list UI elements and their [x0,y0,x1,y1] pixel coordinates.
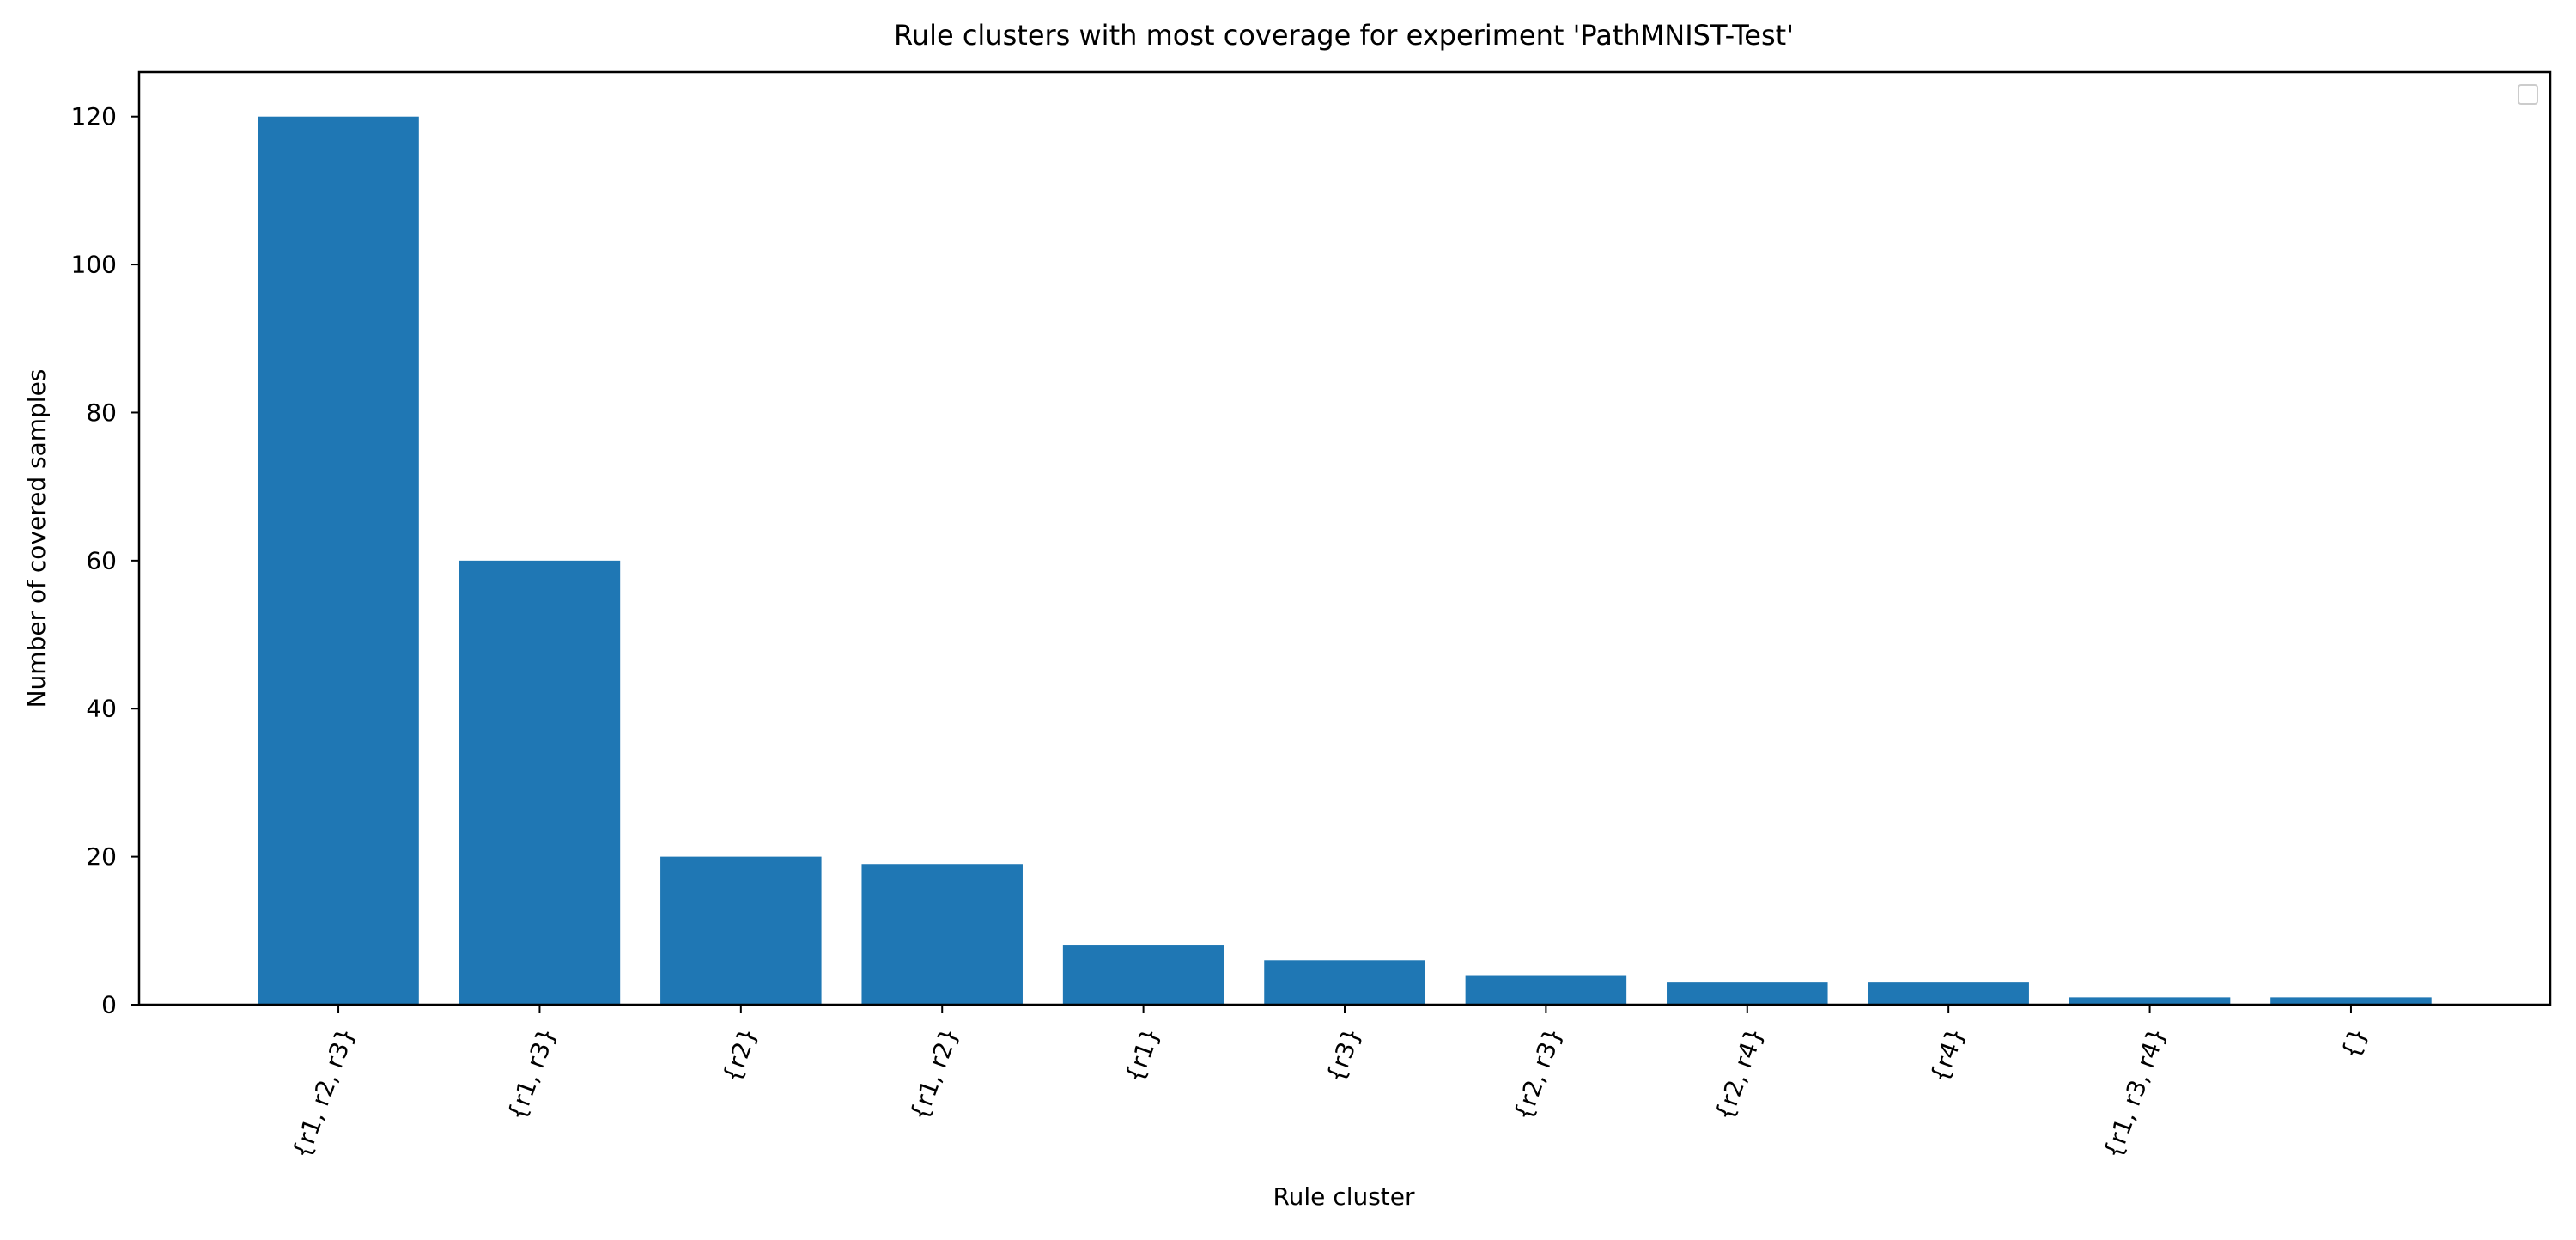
legend-box [2518,84,2538,105]
bar [459,560,621,1005]
bar [1264,960,1425,1005]
bar [258,116,419,1006]
y-tick-label: 20 [86,842,117,871]
bar [1868,982,2029,1005]
plot-frame [137,70,2552,1006]
y-tick-label: 80 [86,398,117,427]
bar [1465,975,1627,1005]
y-tick-label: 0 [101,991,117,1019]
bars-layer [258,116,2432,1006]
bar [660,856,822,1005]
y-axis-label: Number of covered samples [22,369,51,708]
y-tick-label: 120 [71,102,117,131]
y-tick-label: 60 [86,546,117,574]
y-tick-label: 40 [86,695,117,723]
x-axis-label: Rule cluster [1273,1182,1415,1211]
y-tick-label: 100 [71,251,117,279]
bar [2270,997,2432,1005]
y-ticks-layer: 0 20 40 60 80 100 120 [71,102,139,1019]
bar [1062,945,1224,1005]
bar [2069,997,2231,1005]
bar [861,864,1023,1005]
chart-title: Rule clusters with most coverage for exp… [894,19,1794,52]
bar [1667,982,1828,1005]
